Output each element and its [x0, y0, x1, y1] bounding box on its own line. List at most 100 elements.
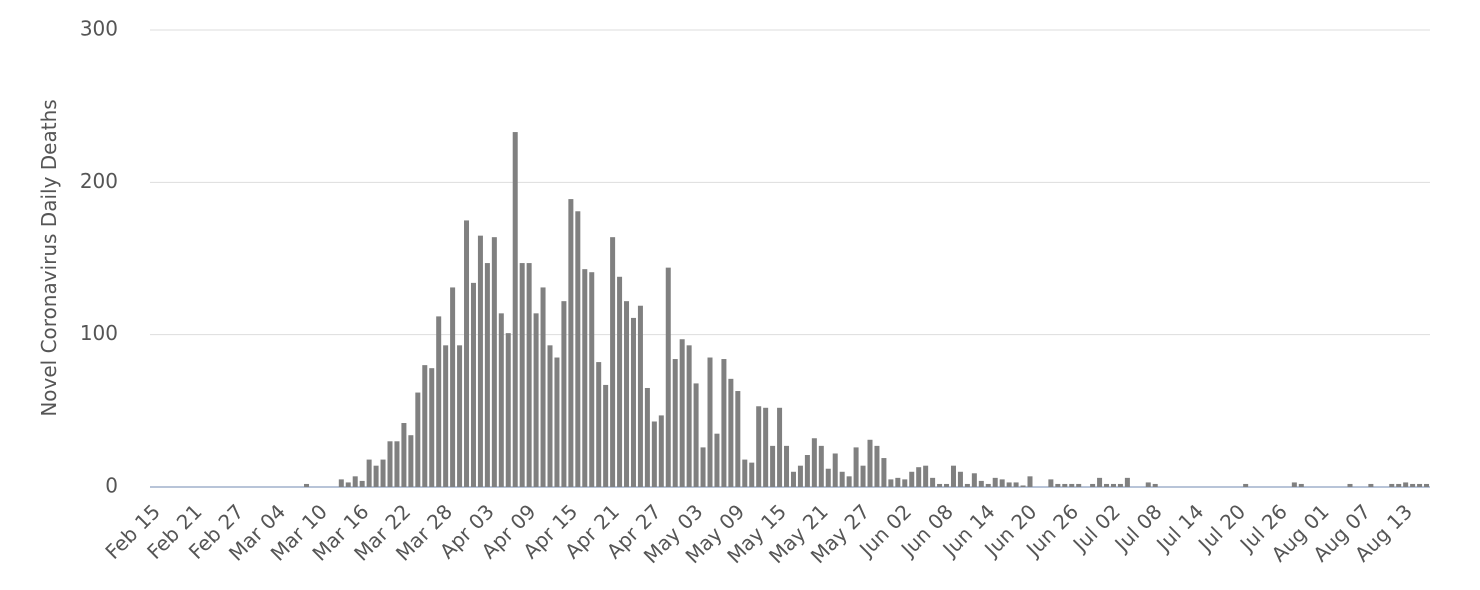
bar: [888, 479, 894, 487]
bar: [470, 282, 476, 487]
bar: [338, 479, 344, 487]
bar: [1243, 483, 1249, 487]
bar: [679, 339, 685, 487]
bar: [352, 476, 358, 487]
bar: [464, 220, 470, 487]
bar: [686, 345, 692, 487]
y-tick-label: 0: [105, 474, 118, 498]
bar: [985, 483, 991, 487]
bar: [672, 359, 678, 487]
bar: [1417, 483, 1423, 487]
bar: [457, 345, 463, 487]
bar: [1104, 483, 1110, 487]
bar: [610, 237, 616, 487]
bar: [547, 345, 553, 487]
y-tick-label: 300: [80, 17, 118, 41]
bar: [693, 383, 699, 487]
bar: [1062, 483, 1068, 487]
bar: [721, 359, 727, 487]
bar: [505, 333, 511, 487]
bar: [1410, 483, 1416, 487]
bar: [811, 438, 817, 487]
bar: [1069, 483, 1075, 487]
bar: [1145, 482, 1151, 487]
bar: [714, 433, 720, 487]
bar: [1424, 483, 1430, 487]
bar: [575, 211, 581, 487]
bar: [978, 480, 984, 487]
bar: [839, 471, 845, 487]
bar: [1396, 483, 1402, 487]
bar: [1152, 483, 1158, 487]
bar: [728, 378, 734, 487]
bar: [749, 462, 755, 487]
bar: [804, 455, 810, 487]
y-tick-label: 200: [80, 169, 118, 193]
bar: [909, 471, 915, 487]
bar: [763, 407, 769, 487]
x-tick-label: Jul 14: [1150, 499, 1208, 557]
bar: [846, 476, 852, 487]
bar: [818, 445, 824, 487]
bar: [853, 447, 859, 487]
x-tick-label: Jul 08: [1109, 499, 1167, 557]
bar: [1097, 477, 1103, 487]
bar: [512, 132, 518, 487]
bar: [373, 465, 379, 487]
bar: [415, 392, 421, 487]
bar: [651, 421, 657, 487]
bar: [589, 272, 595, 487]
bar: [436, 316, 442, 487]
y-axis-label: Novel Coronavirus Daily Deaths: [37, 99, 61, 416]
bar: [1117, 483, 1123, 487]
bar: [630, 317, 636, 487]
bar: [992, 477, 998, 487]
bar: [1291, 482, 1297, 487]
bar: [860, 465, 866, 487]
bar: [658, 415, 664, 487]
bar: [777, 407, 783, 487]
bar: [1403, 482, 1409, 487]
bar: [498, 313, 504, 487]
bar: [950, 465, 956, 487]
bar: [1124, 477, 1130, 487]
bar: [359, 480, 365, 487]
bar: [825, 468, 831, 487]
bar: [902, 479, 908, 487]
bar: [443, 345, 449, 487]
bar: [1298, 483, 1304, 487]
bar: [1347, 483, 1353, 487]
bar: [596, 362, 602, 487]
bar: [568, 199, 574, 487]
bar: [1389, 483, 1395, 487]
bar: [797, 465, 803, 487]
bar: [491, 237, 497, 487]
bar: [617, 276, 623, 487]
bar: [742, 459, 748, 487]
bar: [408, 435, 414, 487]
bar: [477, 235, 483, 487]
bar: [916, 467, 922, 487]
bar: [1013, 482, 1019, 487]
bar: [422, 365, 428, 487]
bar: [533, 313, 539, 487]
bar: [345, 482, 351, 487]
bar: [895, 477, 901, 487]
bar: [637, 305, 643, 487]
bar: [429, 368, 435, 487]
bar: [304, 483, 310, 487]
bar: [450, 287, 456, 487]
bar: [484, 263, 490, 487]
bar: [832, 453, 838, 487]
bar: [582, 269, 588, 487]
bar: [519, 263, 525, 487]
bar: [387, 441, 393, 487]
bar: [1110, 483, 1116, 487]
bar: [1006, 482, 1012, 487]
bar: [603, 384, 609, 487]
bar: [964, 483, 970, 487]
bar: [624, 301, 630, 487]
bar: [874, 445, 880, 487]
bar: [644, 387, 650, 487]
bar: [930, 477, 936, 487]
